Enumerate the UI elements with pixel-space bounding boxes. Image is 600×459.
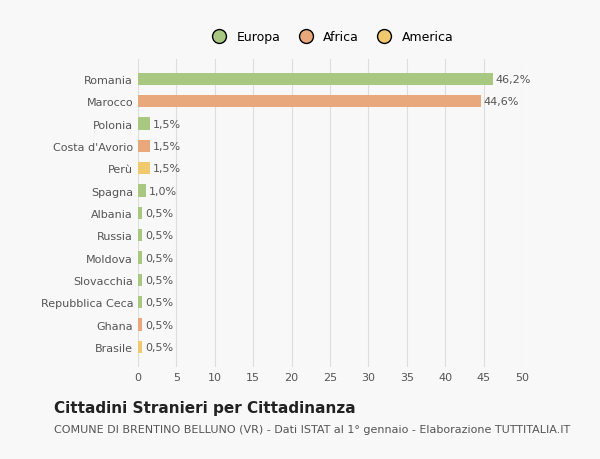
Text: 0,5%: 0,5%	[145, 297, 173, 308]
Bar	[138, 274, 142, 286]
Bar	[138, 118, 149, 130]
Text: 1,5%: 1,5%	[152, 142, 181, 151]
Legend: Europa, Africa, America: Europa, Africa, America	[202, 26, 458, 49]
Bar	[138, 96, 481, 108]
Bar	[138, 73, 493, 86]
Bar	[138, 341, 142, 353]
Text: 46,2%: 46,2%	[496, 75, 531, 85]
Bar	[138, 252, 142, 264]
Bar	[138, 207, 142, 219]
Text: Cittadini Stranieri per Cittadinanza: Cittadini Stranieri per Cittadinanza	[54, 400, 356, 415]
Bar	[138, 185, 146, 197]
Text: 0,5%: 0,5%	[145, 208, 173, 218]
Text: 0,5%: 0,5%	[145, 253, 173, 263]
Text: 0,5%: 0,5%	[145, 231, 173, 241]
Bar	[138, 140, 149, 153]
Text: 0,5%: 0,5%	[145, 320, 173, 330]
Bar	[138, 297, 142, 308]
Text: 1,0%: 1,0%	[149, 186, 177, 196]
Bar	[138, 230, 142, 242]
Text: 1,5%: 1,5%	[152, 164, 181, 174]
Text: COMUNE DI BRENTINO BELLUNO (VR) - Dati ISTAT al 1° gennaio - Elaborazione TUTTIT: COMUNE DI BRENTINO BELLUNO (VR) - Dati I…	[54, 424, 570, 434]
Text: 44,6%: 44,6%	[484, 97, 519, 107]
Text: 1,5%: 1,5%	[152, 119, 181, 129]
Text: 0,5%: 0,5%	[145, 275, 173, 285]
Bar	[138, 163, 149, 175]
Bar	[138, 319, 142, 331]
Text: 0,5%: 0,5%	[145, 342, 173, 352]
